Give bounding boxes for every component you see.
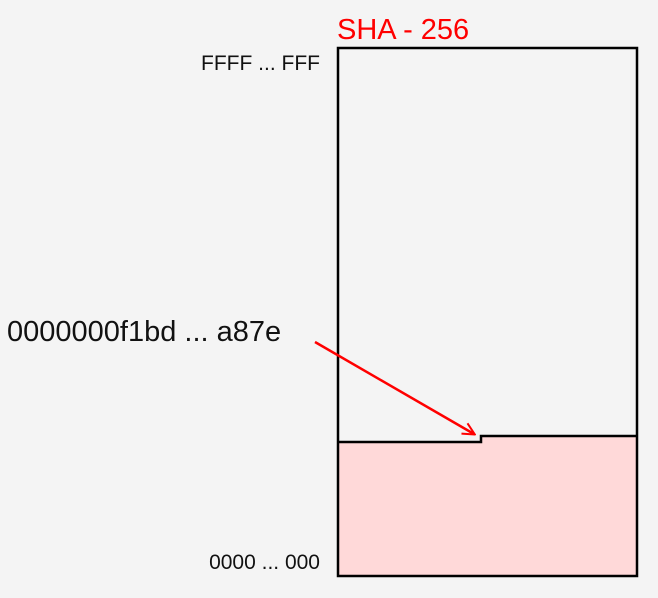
hash-value-label: 0000000f1bd ... a87e: [7, 316, 282, 348]
target-threshold-line: [338, 434, 637, 444]
max-value-label: FFFF ... FFF: [201, 52, 320, 75]
pointer-arrow: [314, 340, 474, 434]
min-value-label: 0000 ... 000: [209, 551, 320, 574]
target-region-fill: [338, 436, 637, 576]
hash-range-box: [336, 46, 639, 578]
diagram-title: SHA - 256: [337, 14, 470, 46]
